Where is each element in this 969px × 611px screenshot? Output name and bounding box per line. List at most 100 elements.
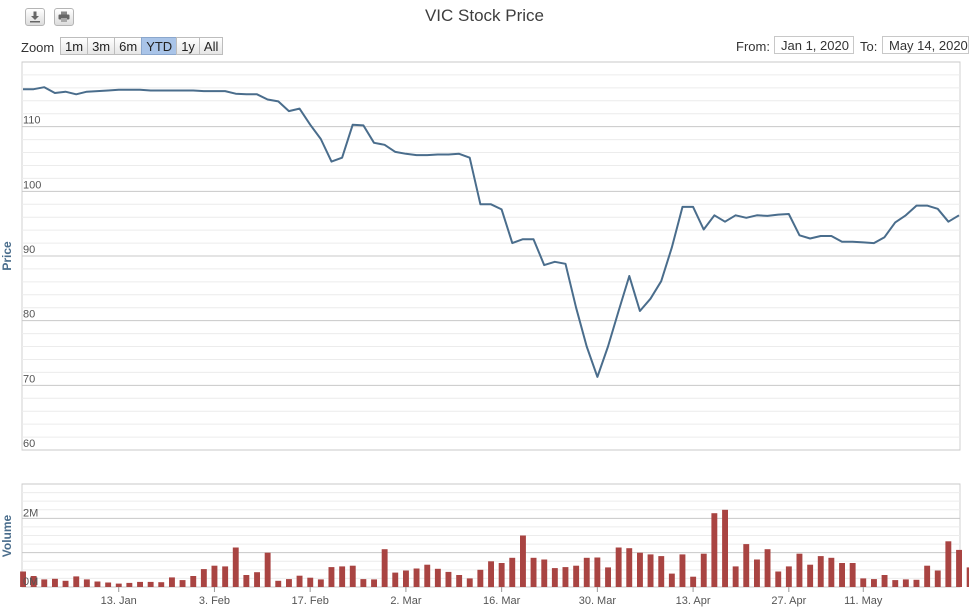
price-tick-label: 100 bbox=[23, 179, 41, 191]
volume-bar bbox=[817, 556, 824, 587]
volume-bar bbox=[41, 579, 48, 587]
range-buttons: 1m 3m 6m YTD 1y All bbox=[60, 37, 224, 55]
print-button[interactable] bbox=[54, 8, 74, 26]
volume-bar bbox=[190, 576, 197, 587]
volume-bar bbox=[626, 548, 633, 587]
volume-bar bbox=[605, 567, 611, 587]
volume-bar bbox=[839, 563, 845, 587]
volume-bar bbox=[381, 549, 388, 587]
volume-bar bbox=[828, 557, 835, 587]
range-button-1m[interactable]: 1m bbox=[60, 37, 89, 55]
volume-bar bbox=[466, 578, 473, 587]
x-tick-label: 11. May bbox=[844, 595, 883, 607]
volume-bar bbox=[115, 583, 122, 587]
volume-bar bbox=[594, 557, 601, 587]
volume-bar bbox=[573, 565, 580, 587]
printer-icon bbox=[58, 11, 70, 22]
volume-axis-ticks: 0M 2M bbox=[23, 507, 38, 588]
volume-bar bbox=[637, 552, 643, 587]
price-tick-label: 70 bbox=[23, 373, 35, 385]
volume-bar bbox=[169, 577, 175, 587]
volume-bar bbox=[403, 570, 409, 587]
price-axis-label: Price bbox=[0, 241, 14, 271]
volume-bar bbox=[860, 578, 867, 587]
volume-bar bbox=[307, 577, 314, 587]
volume-tick-label: 0M bbox=[23, 576, 38, 588]
volume-bar bbox=[254, 572, 260, 587]
volume-bar bbox=[20, 571, 26, 587]
volume-bar bbox=[52, 578, 58, 587]
volume-bar bbox=[211, 565, 218, 587]
volume-bar bbox=[328, 567, 335, 587]
volume-bar bbox=[700, 553, 707, 587]
from-date-input[interactable]: Jan 1, 2020 bbox=[774, 36, 854, 54]
range-button-ytd[interactable]: YTD bbox=[141, 37, 178, 55]
volume-bar bbox=[881, 575, 888, 587]
volume-bar bbox=[658, 556, 665, 587]
volume-bar bbox=[647, 554, 654, 587]
volume-bar bbox=[126, 582, 133, 587]
volume-bar bbox=[147, 581, 154, 587]
volume-bar bbox=[488, 561, 494, 588]
volume-bar bbox=[551, 568, 558, 587]
volume-bar bbox=[754, 559, 760, 587]
volume-series bbox=[20, 509, 969, 588]
volume-bar bbox=[477, 569, 484, 587]
volume-bar bbox=[796, 553, 803, 587]
volume-tick-label: 2M bbox=[23, 507, 38, 519]
volume-bar bbox=[232, 547, 239, 587]
volume-bar bbox=[445, 571, 452, 587]
volume-bar bbox=[83, 579, 90, 587]
to-date-input[interactable]: May 14, 2020 bbox=[882, 36, 969, 54]
volume-bar bbox=[615, 547, 622, 587]
volume-bar bbox=[956, 549, 962, 587]
volume-bar bbox=[158, 582, 165, 587]
price-grid bbox=[21, 61, 961, 451]
volume-bar bbox=[913, 579, 920, 587]
x-tick-label: 13. Jan bbox=[101, 595, 137, 607]
volume-bar bbox=[456, 575, 463, 587]
x-tick-label: 16. Mar bbox=[483, 595, 521, 607]
volume-bar bbox=[62, 580, 69, 587]
volume-bar bbox=[732, 566, 739, 587]
volume-bar bbox=[562, 567, 569, 587]
export-button[interactable] bbox=[25, 8, 45, 26]
x-tick-label: 3. Feb bbox=[199, 595, 230, 607]
volume-bar bbox=[785, 566, 792, 587]
volume-bar bbox=[892, 580, 899, 587]
price-series bbox=[23, 86, 960, 378]
volume-bar bbox=[105, 582, 112, 587]
volume-bar bbox=[530, 557, 537, 587]
volume-bar bbox=[871, 579, 877, 587]
range-button-all[interactable]: All bbox=[198, 37, 224, 55]
volume-bar bbox=[807, 564, 814, 587]
volume-bar bbox=[392, 572, 399, 587]
volume-bar bbox=[360, 579, 367, 587]
download-icon bbox=[30, 11, 40, 23]
volume-bar bbox=[94, 581, 101, 587]
volume-bar bbox=[349, 565, 356, 587]
from-label: From: bbox=[736, 39, 770, 54]
volume-bar bbox=[722, 509, 728, 588]
volume-bar bbox=[317, 579, 324, 587]
volume-bar bbox=[286, 579, 292, 587]
volume-bar bbox=[541, 559, 548, 587]
volume-bar bbox=[339, 566, 346, 587]
price-tick-label: 90 bbox=[23, 244, 35, 256]
volume-bar bbox=[775, 571, 782, 587]
volume-bar bbox=[902, 579, 909, 587]
zoom-label: Zoom bbox=[21, 40, 55, 55]
range-button-1y[interactable]: 1y bbox=[176, 37, 200, 55]
volume-bar bbox=[509, 557, 516, 587]
price-line bbox=[23, 86, 960, 378]
volume-axis-label: Volume bbox=[0, 514, 14, 557]
volume-bar bbox=[849, 563, 856, 587]
x-tick-label: 2. Mar bbox=[390, 595, 422, 607]
x-tick-label: 27. Apr bbox=[771, 595, 806, 607]
volume-bar bbox=[743, 544, 750, 587]
volume-bar bbox=[275, 580, 282, 587]
price-tick-label: 110 bbox=[23, 115, 41, 127]
range-button-6m[interactable]: 6m bbox=[114, 37, 143, 55]
price-axis-ticks: 60 70 80 90 100 110 bbox=[23, 115, 41, 450]
